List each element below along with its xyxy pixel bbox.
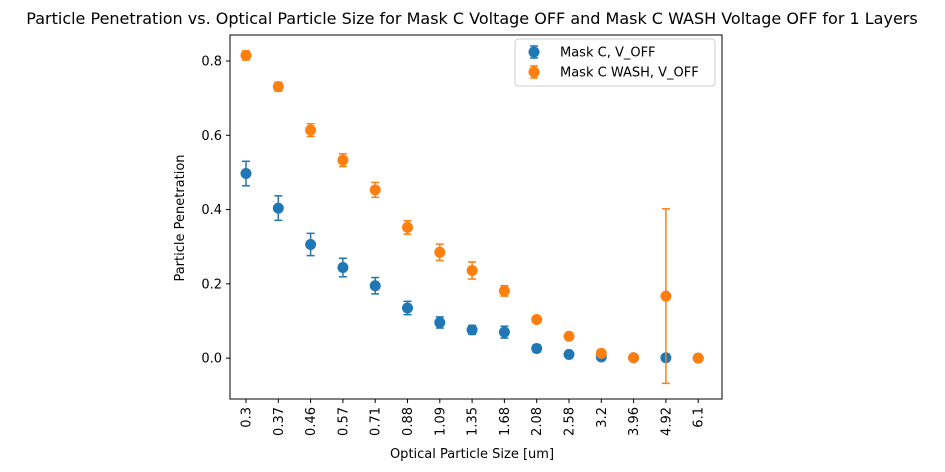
y-tick-label: 0.2 [201, 277, 222, 292]
x-tick-label: 3.2 [595, 407, 610, 428]
x-tick-label: 2.58 [563, 407, 578, 436]
data-point [660, 290, 672, 302]
x-tick-label: 1.68 [498, 407, 513, 436]
data-point [531, 342, 543, 354]
legend-marker [528, 46, 540, 58]
legend-label: Mask C, V_OFF [560, 46, 656, 61]
legend-label: Mask C WASH, V_OFF [560, 66, 699, 81]
data-point [240, 49, 252, 61]
plot-frame [229, 34, 723, 400]
data-point [272, 81, 284, 93]
data-point [434, 316, 446, 328]
data-point [434, 246, 446, 258]
plot-area [240, 49, 704, 385]
data-point [628, 352, 640, 364]
data-point [305, 124, 317, 136]
data-point [498, 285, 510, 297]
x-tick-label: 0.88 [401, 407, 416, 436]
data-point [369, 184, 381, 196]
data-point [240, 168, 252, 180]
data-point [595, 347, 607, 359]
data-point [369, 280, 381, 292]
x-tick-label: 1.35 [466, 407, 481, 436]
data-point [337, 154, 349, 166]
chart-title: Particle Penetration vs. Optical Particl… [26, 9, 917, 28]
y-axis: 0.0 0.2 0.4 0.6 0.8 [201, 55, 230, 367]
data-point [305, 238, 317, 250]
data-point [692, 352, 704, 364]
data-point [272, 202, 284, 214]
x-tick-label: 0.3 [240, 407, 255, 428]
x-axis: 0.3 0.37 0.46 0.57 0.71 0.88 1.09 1.35 1.68 2.08 2… [240, 399, 707, 436]
data-point [402, 221, 413, 233]
legend: Mask C, V_OFF Mask C WASH, V_OFF [514, 38, 716, 87]
x-tick-label: 3.96 [627, 407, 642, 436]
x-tick-label: 0.37 [272, 407, 287, 436]
y-axis-label: Particle Penetration [173, 154, 188, 281]
x-tick-label: 1.09 [433, 407, 448, 436]
x-tick-label: 0.57 [336, 407, 351, 436]
y-tick-label: 0.8 [201, 55, 222, 70]
data-point [466, 264, 478, 276]
x-tick-label: 4.92 [659, 407, 674, 436]
data-point [563, 348, 575, 360]
data-point [531, 314, 543, 326]
data-point [337, 262, 349, 274]
y-tick-label: 0.0 [201, 352, 222, 367]
x-tick-label: 0.46 [304, 407, 319, 436]
data-point [563, 330, 575, 342]
data-point [466, 324, 478, 336]
x-tick-label: 0.71 [369, 407, 384, 436]
legend-marker [528, 66, 540, 78]
y-tick-label: 0.4 [201, 203, 222, 218]
data-point [402, 302, 413, 314]
series-2 [240, 49, 704, 385]
x-tick-label: 2.08 [530, 407, 545, 436]
data-point [498, 326, 510, 338]
x-axis-label: Optical Particle Size [um] [390, 447, 554, 462]
legend-box [514, 38, 716, 87]
y-tick-label: 0.6 [201, 129, 222, 144]
x-tick-label: 6.1 [692, 407, 707, 428]
